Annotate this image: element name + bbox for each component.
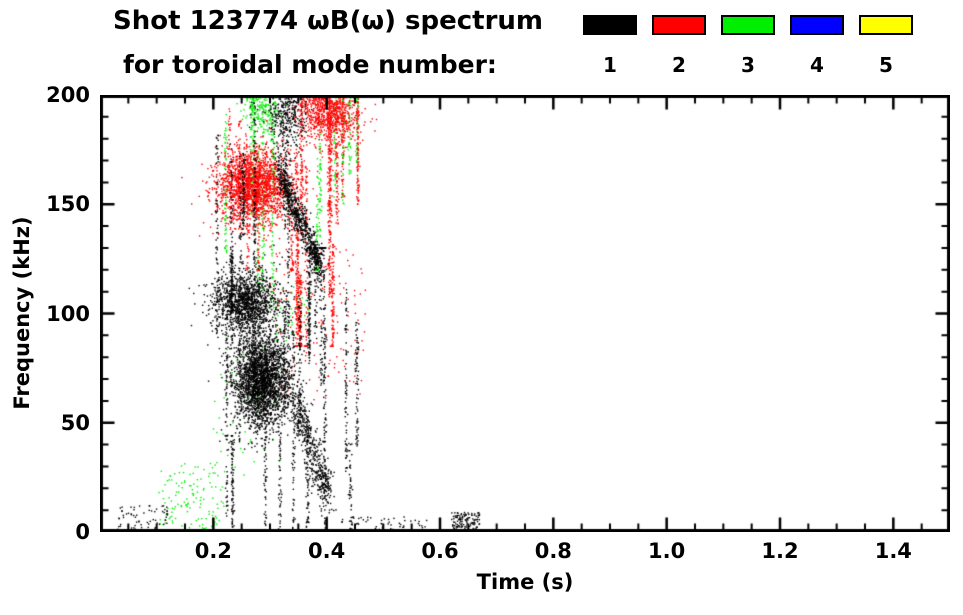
spectrogram-canvas: [100, 95, 950, 532]
x-tick-label: 1.4: [874, 539, 912, 563]
legend-mode-number: 2: [672, 53, 686, 77]
x-tick-label: 0.4: [308, 539, 346, 563]
legend-mode-number: 4: [810, 53, 824, 77]
legend-swatch-mode-1: [583, 15, 637, 35]
legend-mode-number: 5: [879, 53, 893, 77]
legend-swatch-mode-2: [652, 15, 706, 35]
legend-swatch-mode-4: [790, 15, 844, 35]
y-tick-label: 150: [46, 192, 90, 217]
plot-area: [100, 95, 950, 532]
x-tick-label: 0.6: [421, 539, 459, 563]
figure-title-line2: for toroidal mode number:: [123, 50, 497, 79]
y-tick-label: 100: [46, 301, 90, 326]
x-tick-label: 1.2: [761, 539, 799, 563]
figure-title-line1: Shot 123774 ωB(ω) spectrum: [113, 6, 543, 36]
x-tick-label: 0.8: [534, 539, 572, 563]
legend-swatch-mode-3: [721, 15, 775, 35]
legend-swatch-mode-5: [859, 15, 913, 35]
x-axis-label: Time (s): [476, 570, 574, 594]
legend-mode-number: 1: [603, 53, 617, 77]
y-tick-label: 200: [46, 83, 90, 107]
legend-mode-number: 3: [741, 53, 755, 77]
x-tick-label: 1.0: [648, 539, 686, 563]
y-tick-label: 50: [60, 410, 90, 435]
y-tick-label: 0: [75, 520, 90, 544]
x-tick-label: 0.2: [194, 539, 232, 563]
